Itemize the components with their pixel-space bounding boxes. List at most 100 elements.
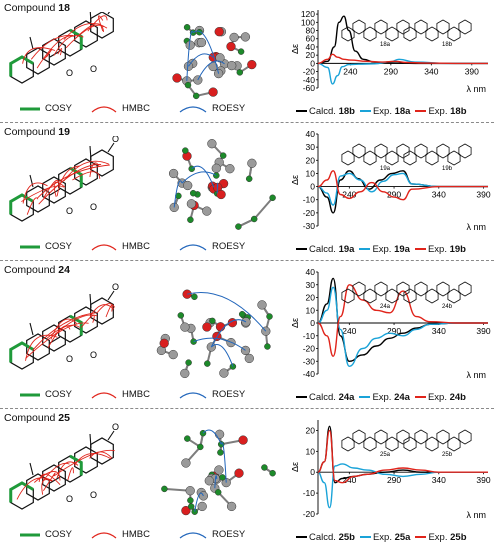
y-tick-label: 10: [306, 446, 316, 456]
cd-legend-id: 19a: [394, 244, 410, 255]
ring-5: [458, 19, 472, 35]
hmbc-arrow: [37, 164, 110, 199]
cd-legend-prefix: Calcd.: [309, 106, 339, 117]
x-tick-label: 290: [387, 190, 401, 200]
cd-legend-prefix: Exp.: [372, 392, 395, 403]
ring-4: [385, 436, 399, 452]
inset-structure-0: 19a: [341, 143, 410, 172]
roesy-arrow: [216, 183, 219, 194]
y-tick-label: 30: [306, 280, 316, 290]
ring-1: [352, 429, 366, 445]
ring-4: [385, 288, 399, 304]
cosy-correlations: [9, 454, 83, 503]
roesy-correlations: [186, 30, 225, 81]
y-axis-label: Δε: [292, 44, 300, 54]
hmbc-correlations: [22, 15, 108, 69]
x-tick-label: 340: [432, 475, 446, 485]
structure-2d: O O O: [9, 282, 119, 370]
carbon-atom: [225, 164, 235, 174]
series-line-2: [317, 284, 488, 357]
y-tick-label: 0: [310, 182, 315, 192]
correlation-legend: COSY HMBC ROESY: [0, 102, 292, 116]
methyl-bond: [89, 145, 92, 161]
cd-legend-swatch: [359, 110, 371, 113]
oxygen-label: O: [90, 350, 97, 360]
ring-3: [436, 19, 450, 35]
hmbc-arrow: [38, 164, 102, 205]
y-axis-label: Δε: [292, 318, 300, 328]
roesy-swatch: [179, 532, 207, 539]
inset-structure-1: 19b: [403, 143, 472, 172]
cd-legend: Calcd. 18b Exp. 18a Exp. 18b: [296, 106, 472, 117]
cd-legend-prefix: Calcd.: [309, 392, 339, 403]
carbon-atom: [240, 32, 251, 42]
hmbc-arrow: [53, 449, 115, 477]
molecule-3d: [156, 289, 273, 379]
x-axis-label: λ nm: [466, 84, 486, 94]
hmbc-arrow: [89, 451, 113, 459]
compound-title-prefix: Compound: [4, 126, 59, 138]
ring-3: [374, 143, 388, 159]
hydrogen-atom: [187, 497, 194, 504]
ring-0: [403, 436, 417, 452]
roesy-arrow: [193, 337, 246, 351]
hmbc-swatch: [91, 392, 117, 399]
hmbc-arrow: [22, 47, 56, 64]
bond: [253, 197, 274, 220]
cd-legend-id: 19b: [449, 244, 466, 255]
cd-chart: -20 -10 0 10 20 240 290 340 390 Δε λ nm 25a 25b: [292, 420, 491, 520]
y-tick-label: -20: [303, 208, 316, 218]
hmbc-arrow: [43, 472, 56, 492]
y-tick-label: 20: [306, 155, 316, 165]
x-tick-label: 390: [465, 66, 479, 76]
y-tick-label: -10: [303, 488, 316, 498]
ring-2: [425, 436, 439, 452]
roesy-correlations: [173, 165, 219, 208]
correlation-legend: COSY HMBC ROESY: [0, 240, 292, 254]
y-tick-label: 0: [310, 58, 315, 68]
cd-legend-item: Exp. 19a: [359, 244, 410, 255]
y-tick-label: 40: [306, 129, 316, 139]
oxygen-label: O: [66, 494, 73, 504]
oxygen-label: O: [90, 490, 97, 500]
oxygen-atom: [238, 435, 248, 445]
x-tick-label: 340: [424, 66, 438, 76]
ring-2: [42, 464, 66, 492]
y-tick-label: 40: [306, 42, 316, 52]
y-tick-label: 0: [310, 318, 315, 328]
methyl-bond: [89, 12, 92, 23]
hmbc-arrow: [32, 312, 97, 351]
cd-legend-swatch: [296, 536, 307, 539]
roesy-label: ROESY: [212, 529, 246, 540]
methyl-bond: [29, 462, 34, 476]
oxygen-atom: [159, 338, 169, 348]
hydrogen-atom: [204, 360, 211, 367]
ring-2: [425, 26, 439, 42]
roesy-arrow: [188, 53, 214, 67]
hydrogen-atom: [184, 81, 192, 89]
hydrogen-atom: [189, 189, 197, 197]
y-tick-label: -40: [303, 75, 316, 85]
ring-0: [403, 150, 417, 166]
compound-title: Compound 19: [4, 126, 70, 138]
cd-legend-item: Calcd. 18b: [296, 106, 355, 117]
roesy-arrow: [220, 442, 227, 483]
cd-legend-prefix: Exp.: [427, 244, 450, 255]
x-axis-label: λ nm: [466, 370, 486, 380]
hmbc-arrow: [41, 462, 70, 483]
carbon-atom: [186, 199, 197, 209]
inset-label: 25a: [380, 452, 391, 458]
cd-legend-swatch: [414, 396, 426, 399]
ring-skeleton: [403, 19, 472, 42]
y-tick-label: 30: [306, 142, 316, 152]
oxygen-atom: [202, 322, 212, 332]
hydrogen-atom: [182, 147, 189, 154]
roesy-arrow: [202, 429, 222, 445]
ring-skeleton: [341, 19, 410, 42]
series-line-2: [317, 429, 488, 484]
ring-3: [436, 429, 450, 445]
hydrogen-atom: [197, 443, 204, 451]
cd-legend-id: 18b: [450, 106, 467, 117]
oxygen-label: O: [66, 354, 73, 364]
compound-number: 24: [58, 264, 70, 276]
